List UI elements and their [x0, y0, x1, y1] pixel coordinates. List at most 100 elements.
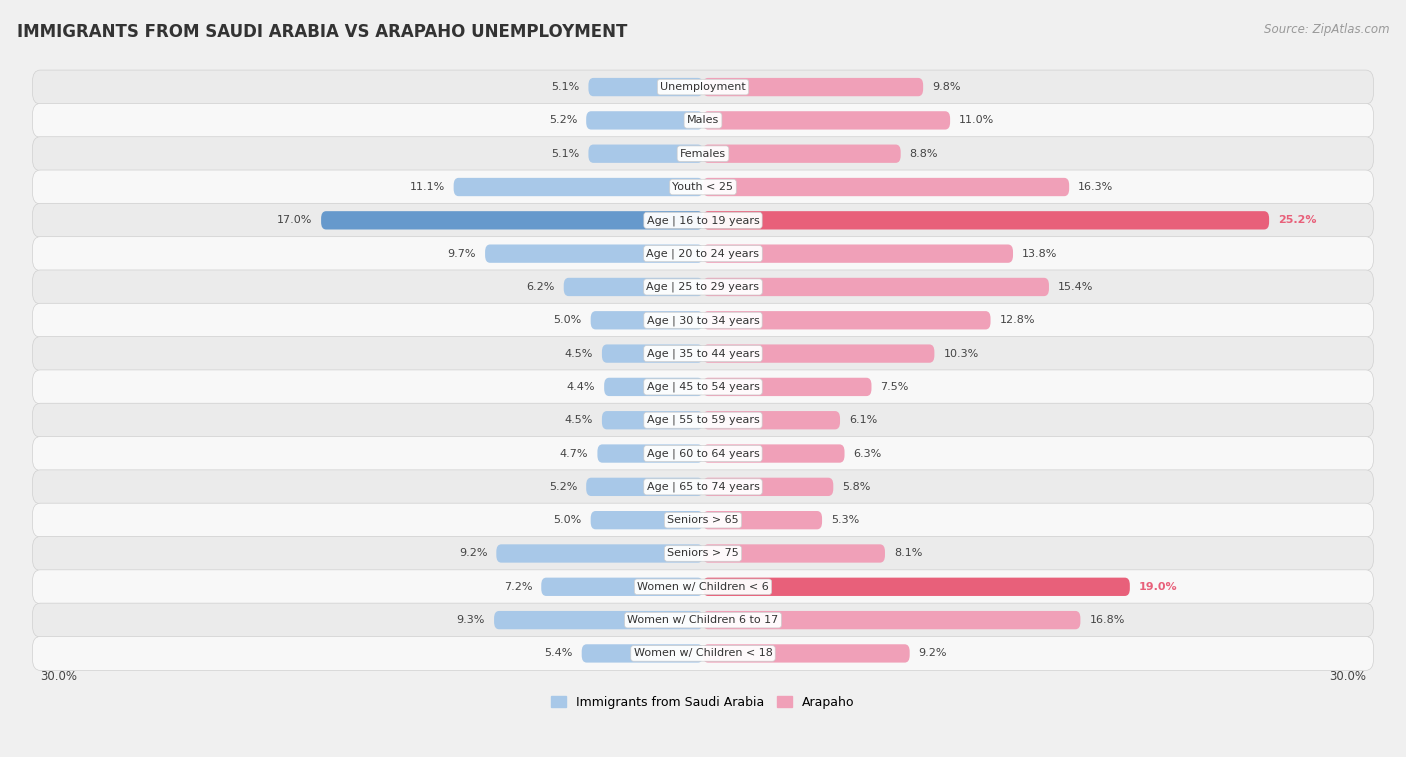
Text: Seniors > 75: Seniors > 75: [666, 549, 740, 559]
Text: 30.0%: 30.0%: [1329, 670, 1365, 684]
Text: Women w/ Children < 6: Women w/ Children < 6: [637, 582, 769, 592]
FancyBboxPatch shape: [32, 137, 1374, 170]
Text: 5.0%: 5.0%: [554, 516, 582, 525]
FancyBboxPatch shape: [591, 511, 703, 529]
FancyBboxPatch shape: [602, 344, 703, 363]
FancyBboxPatch shape: [454, 178, 703, 196]
Text: 15.4%: 15.4%: [1057, 282, 1094, 292]
Legend: Immigrants from Saudi Arabia, Arapaho: Immigrants from Saudi Arabia, Arapaho: [547, 691, 859, 714]
Text: 4.5%: 4.5%: [565, 348, 593, 359]
FancyBboxPatch shape: [703, 578, 1130, 596]
FancyBboxPatch shape: [703, 411, 839, 429]
FancyBboxPatch shape: [703, 378, 872, 396]
Text: 4.7%: 4.7%: [560, 449, 589, 459]
Text: 7.2%: 7.2%: [503, 582, 533, 592]
Text: 6.3%: 6.3%: [853, 449, 882, 459]
FancyBboxPatch shape: [703, 278, 1049, 296]
Text: Age | 35 to 44 years: Age | 35 to 44 years: [647, 348, 759, 359]
Text: Seniors > 65: Seniors > 65: [668, 516, 738, 525]
Text: 8.8%: 8.8%: [910, 148, 938, 159]
FancyBboxPatch shape: [485, 245, 703, 263]
Text: Age | 55 to 59 years: Age | 55 to 59 years: [647, 415, 759, 425]
FancyBboxPatch shape: [605, 378, 703, 396]
Text: Age | 60 to 64 years: Age | 60 to 64 years: [647, 448, 759, 459]
Text: 9.7%: 9.7%: [447, 248, 477, 259]
FancyBboxPatch shape: [32, 537, 1374, 571]
Text: 13.8%: 13.8%: [1022, 248, 1057, 259]
Text: 25.2%: 25.2%: [1278, 215, 1316, 226]
FancyBboxPatch shape: [321, 211, 703, 229]
Text: Age | 65 to 74 years: Age | 65 to 74 years: [647, 481, 759, 492]
Text: Age | 20 to 24 years: Age | 20 to 24 years: [647, 248, 759, 259]
Text: Youth < 25: Youth < 25: [672, 182, 734, 192]
FancyBboxPatch shape: [564, 278, 703, 296]
Text: 5.1%: 5.1%: [551, 148, 579, 159]
FancyBboxPatch shape: [32, 470, 1374, 504]
FancyBboxPatch shape: [602, 411, 703, 429]
Text: 6.2%: 6.2%: [526, 282, 555, 292]
FancyBboxPatch shape: [586, 478, 703, 496]
FancyBboxPatch shape: [703, 344, 935, 363]
FancyBboxPatch shape: [32, 304, 1374, 338]
FancyBboxPatch shape: [32, 603, 1374, 637]
Text: 9.2%: 9.2%: [458, 549, 488, 559]
Text: 16.3%: 16.3%: [1078, 182, 1114, 192]
Text: 9.8%: 9.8%: [932, 82, 960, 92]
FancyBboxPatch shape: [32, 403, 1374, 438]
FancyBboxPatch shape: [32, 104, 1374, 137]
FancyBboxPatch shape: [703, 478, 834, 496]
Text: Females: Females: [681, 148, 725, 159]
FancyBboxPatch shape: [589, 145, 703, 163]
FancyBboxPatch shape: [494, 611, 703, 629]
FancyBboxPatch shape: [32, 70, 1374, 104]
Text: 5.2%: 5.2%: [548, 115, 578, 126]
FancyBboxPatch shape: [591, 311, 703, 329]
FancyBboxPatch shape: [541, 578, 703, 596]
FancyBboxPatch shape: [32, 370, 1374, 404]
Text: 11.0%: 11.0%: [959, 115, 994, 126]
FancyBboxPatch shape: [703, 78, 924, 96]
FancyBboxPatch shape: [703, 211, 1270, 229]
Text: 12.8%: 12.8%: [1000, 315, 1035, 326]
Text: Age | 45 to 54 years: Age | 45 to 54 years: [647, 382, 759, 392]
Text: Women w/ Children 6 to 17: Women w/ Children 6 to 17: [627, 615, 779, 625]
FancyBboxPatch shape: [703, 511, 823, 529]
Text: Age | 16 to 19 years: Age | 16 to 19 years: [647, 215, 759, 226]
FancyBboxPatch shape: [32, 637, 1374, 671]
Text: 5.0%: 5.0%: [554, 315, 582, 326]
Text: 16.8%: 16.8%: [1090, 615, 1125, 625]
FancyBboxPatch shape: [703, 311, 991, 329]
Text: Unemployment: Unemployment: [661, 82, 745, 92]
Text: 4.5%: 4.5%: [565, 416, 593, 425]
FancyBboxPatch shape: [703, 245, 1012, 263]
Text: 17.0%: 17.0%: [277, 215, 312, 226]
Text: 6.1%: 6.1%: [849, 416, 877, 425]
FancyBboxPatch shape: [32, 237, 1374, 271]
FancyBboxPatch shape: [32, 437, 1374, 471]
Text: 11.1%: 11.1%: [409, 182, 444, 192]
Text: Source: ZipAtlas.com: Source: ZipAtlas.com: [1264, 23, 1389, 36]
FancyBboxPatch shape: [703, 544, 884, 562]
FancyBboxPatch shape: [703, 178, 1069, 196]
FancyBboxPatch shape: [703, 111, 950, 129]
FancyBboxPatch shape: [703, 644, 910, 662]
FancyBboxPatch shape: [32, 570, 1374, 604]
Text: Age | 25 to 29 years: Age | 25 to 29 years: [647, 282, 759, 292]
Text: Age | 30 to 34 years: Age | 30 to 34 years: [647, 315, 759, 326]
Text: 19.0%: 19.0%: [1139, 582, 1177, 592]
FancyBboxPatch shape: [586, 111, 703, 129]
Text: 5.1%: 5.1%: [551, 82, 579, 92]
Text: IMMIGRANTS FROM SAUDI ARABIA VS ARAPAHO UNEMPLOYMENT: IMMIGRANTS FROM SAUDI ARABIA VS ARAPAHO …: [17, 23, 627, 41]
FancyBboxPatch shape: [582, 644, 703, 662]
FancyBboxPatch shape: [32, 503, 1374, 537]
FancyBboxPatch shape: [32, 337, 1374, 371]
Text: Women w/ Children < 18: Women w/ Children < 18: [634, 649, 772, 659]
Text: 4.4%: 4.4%: [567, 382, 595, 392]
Text: 5.3%: 5.3%: [831, 516, 859, 525]
FancyBboxPatch shape: [598, 444, 703, 463]
Text: 5.2%: 5.2%: [548, 482, 578, 492]
FancyBboxPatch shape: [32, 170, 1374, 204]
Text: 7.5%: 7.5%: [880, 382, 908, 392]
FancyBboxPatch shape: [703, 145, 901, 163]
FancyBboxPatch shape: [496, 544, 703, 562]
